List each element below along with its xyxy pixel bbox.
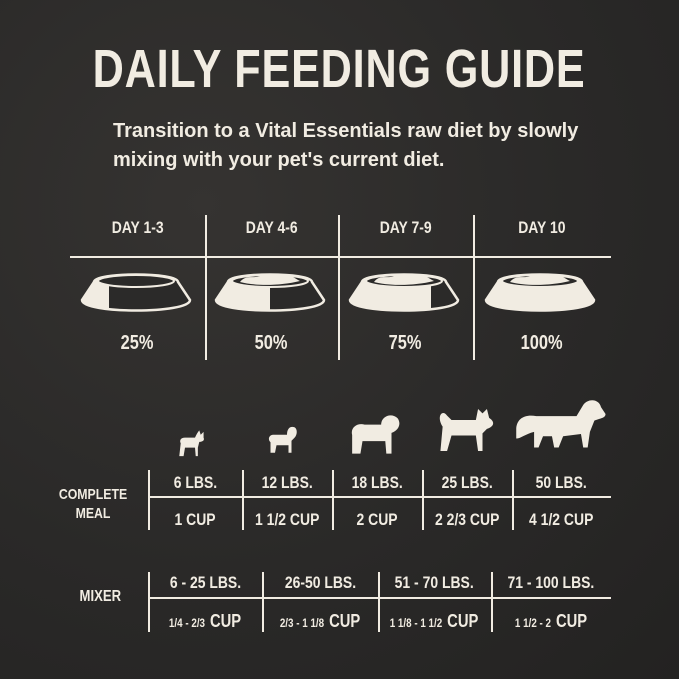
mixer-range-text: 1 1/8 - 1 1/2 <box>390 616 443 630</box>
complete-meal-label: COMPLETE MEAL <box>48 485 138 523</box>
percent-text: 75% <box>389 332 422 354</box>
amount-cell: 2 2/3 CUP <box>422 510 512 530</box>
subtitle: Transition to a Vital Essentials raw die… <box>113 120 579 171</box>
day-label: DAY 4-6 <box>205 218 338 238</box>
day-label: DAY 10 <box>473 218 611 238</box>
mixer-amount: 1 1/2 - 2 CUP <box>515 611 587 632</box>
weight-cell: 6 LBS. <box>148 473 242 493</box>
mixer-label: MIXER <box>60 588 140 606</box>
complete-divider-vertical <box>148 470 150 530</box>
weight-text: 12 LBS. <box>261 473 313 492</box>
weight-text: 6 LBS. <box>173 473 217 492</box>
poodle-icon <box>268 426 297 453</box>
mixer-unit-text: CUP <box>555 611 588 631</box>
percent-text: 25% <box>121 332 154 354</box>
mixer-amount-cell: 2/3 - 1 1/8 CUP <box>262 611 378 632</box>
percent-text: 100% <box>521 332 563 354</box>
amount-text: 4 1/2 CUP <box>529 510 594 529</box>
mixer-divider-vertical <box>148 572 150 632</box>
food-bowl-icon <box>214 273 325 312</box>
mixer-weight-cell: 51 - 70 LBS. <box>378 573 491 593</box>
mixer-amount-cell: 1/4 - 2/3 CUP <box>148 611 262 632</box>
day-label-text: DAY 1-3 <box>111 218 164 237</box>
day-label-text: DAY 7-9 <box>379 218 432 237</box>
day-label: DAY 7-9 <box>338 218 473 238</box>
day-label-text: DAY 4-6 <box>245 218 298 237</box>
amount-text: 1 CUP <box>174 510 216 529</box>
food-bowl-icon <box>80 273 191 312</box>
percent-label: 50% <box>205 332 338 355</box>
mixer-unit-text: CUP <box>329 611 361 631</box>
food-bowl-icon <box>484 273 596 312</box>
complete-divider-vertical <box>512 470 514 530</box>
transition-divider-vertical <box>473 215 475 360</box>
mixer-amount-cell: 1 1/8 - 1 1/2 CUP <box>378 611 491 632</box>
food-bowl-icon <box>348 273 459 312</box>
mixer-range-text: 1/4 - 2/3 <box>168 616 205 630</box>
mixer-unit-text: CUP <box>447 611 479 631</box>
weight-cell: 25 LBS. <box>422 473 512 493</box>
amount-text: 1 1/2 CUP <box>254 510 320 529</box>
weight-cell: 12 LBS. <box>242 473 332 493</box>
mixer-range-text: 2/3 - 1 1/8 <box>279 616 325 630</box>
mixer-weight-cell: 71 - 100 LBS. <box>491 573 611 593</box>
mixer-weight-text: 26-50 LBS. <box>284 573 356 592</box>
mixer-amount: 1/4 - 2/3 CUP <box>169 611 241 632</box>
weight-text: 18 LBS. <box>351 473 403 492</box>
amount-cell: 1 CUP <box>148 510 242 530</box>
mixer-amount: 1 1/8 - 1 1/2 CUP <box>390 611 479 632</box>
percent-label: 100% <box>473 332 611 355</box>
weight-cell: 18 LBS. <box>332 473 422 493</box>
percent-label: 25% <box>70 332 205 355</box>
complete-divider-vertical <box>242 470 244 530</box>
weight-text: 25 LBS. <box>441 473 493 492</box>
transition-divider-vertical <box>338 215 340 360</box>
weight-cell: 50 LBS. <box>512 473 611 493</box>
mixer-weight-cell: 6 - 25 LBS. <box>148 573 262 593</box>
complete-meal-label-text: COMPLETE MEAL <box>58 486 128 522</box>
mixer-weight-text: 51 - 70 LBS. <box>394 573 475 592</box>
percent-text: 50% <box>255 332 288 354</box>
mixer-divider-vertical <box>378 572 380 632</box>
amount-cell: 4 1/2 CUP <box>512 510 611 530</box>
mixer-divider-vertical <box>491 572 493 632</box>
complete-divider-horizontal <box>148 496 611 498</box>
transition-divider-horizontal <box>70 256 611 258</box>
percent-label: 75% <box>338 332 473 355</box>
pug-icon <box>351 415 400 454</box>
chihuahua-icon <box>179 430 204 457</box>
mixer-range-text: 1 1/2 - 2 <box>514 616 551 630</box>
transition-divider-vertical <box>205 215 207 360</box>
mixer-label-text: MIXER <box>79 588 121 605</box>
mixer-weight-text: 71 - 100 LBS. <box>507 573 595 592</box>
day-label-text: DAY 10 <box>518 218 566 237</box>
retriever-icon <box>515 400 606 448</box>
weight-text: 50 LBS. <box>535 473 588 492</box>
page-title: DAILY FEEDING GUIDE <box>93 39 586 99</box>
complete-divider-vertical <box>422 470 424 530</box>
mixer-weight-text: 6 - 25 LBS. <box>169 573 241 592</box>
mixer-amount-cell: 1 1/2 - 2 CUP <box>491 611 611 632</box>
amount-text: 2 2/3 CUP <box>434 510 500 529</box>
mixer-weight-cell: 26-50 LBS. <box>262 573 378 593</box>
complete-divider-vertical <box>332 470 334 530</box>
day-label: DAY 1-3 <box>70 218 205 238</box>
amount-cell: 2 CUP <box>332 510 422 530</box>
amount-cell: 1 1/2 CUP <box>242 510 332 530</box>
shiba-icon <box>439 408 494 452</box>
mixer-amount: 2/3 - 1 1/8 CUP <box>280 611 360 632</box>
amount-text: 2 CUP <box>356 510 398 529</box>
mixer-unit-text: CUP <box>209 611 242 631</box>
mixer-divider-vertical <box>262 572 264 632</box>
